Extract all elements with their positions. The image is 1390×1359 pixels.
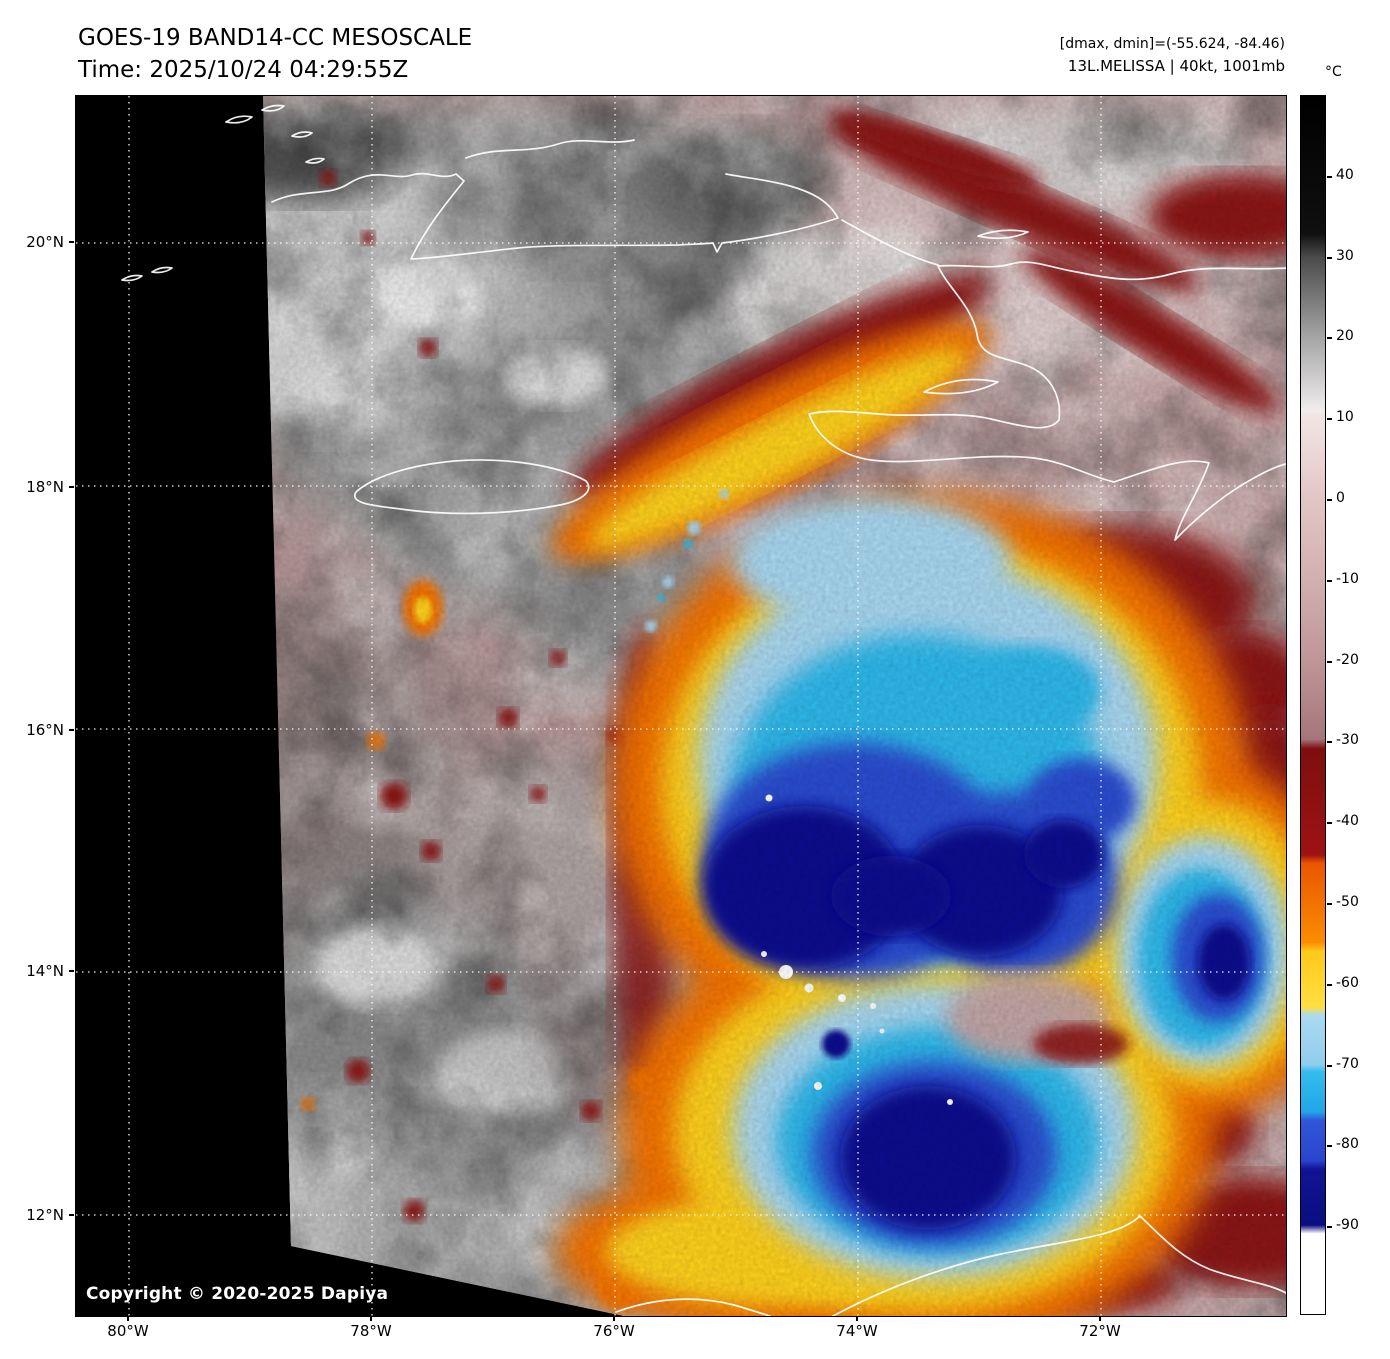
- lat-axis-tick: [69, 1214, 74, 1216]
- cbar-tick: [1327, 1145, 1332, 1147]
- lon-axis-tick: [1099, 1316, 1101, 1321]
- coastline-cayman-islands: [121, 266, 173, 282]
- coastline-jamaica: [353, 459, 590, 515]
- cbar-tick-label-neg-80: -80: [1336, 1136, 1359, 1152]
- cbar-tick: [1327, 337, 1332, 339]
- coastline-hispaniola: [808, 261, 1286, 541]
- cbar-tick: [1327, 903, 1332, 905]
- cbar-tick-label-20: 20: [1336, 328, 1354, 344]
- lon-tick-label-74w: 74°W: [836, 1322, 878, 1340]
- graticule-layer: [76, 96, 1286, 1316]
- cbar-tick-label-neg-20: -20: [1336, 652, 1359, 668]
- lon-tick-label-80w: 80°W: [107, 1322, 149, 1340]
- cbar-tick-label-neg-90: -90: [1336, 1217, 1359, 1233]
- storm-info: 13L.MELISSA | 40kt, 1001mb: [1067, 57, 1285, 75]
- coastline-guajira: [832, 1215, 1286, 1316]
- cbar-tick-label-neg-30: -30: [1336, 732, 1359, 748]
- cbar-tick: [1327, 741, 1332, 743]
- lat-tick-label-12n: 12°N: [26, 1206, 64, 1224]
- cbar-tick-label-40: 40: [1336, 167, 1354, 183]
- colorbar-gradient: [1300, 95, 1326, 1315]
- cbar-tick-label-neg-70: -70: [1336, 1056, 1359, 1072]
- lat-axis-tick: [69, 486, 74, 488]
- cbar-tick-label-10: 10: [1336, 409, 1354, 425]
- coastline-tortuga: [977, 229, 1029, 240]
- lat-axis-tick: [69, 970, 74, 972]
- cbar-tick: [1327, 257, 1332, 259]
- cbar-tick-label-neg-50: -50: [1336, 894, 1359, 910]
- cbar-tick-label-30: 30: [1336, 248, 1354, 264]
- coastline-gonave: [923, 378, 999, 395]
- cbar-tick: [1327, 176, 1332, 178]
- coastline-cuba-south: [271, 172, 839, 260]
- range-info: [dmax, dmin]=(-55.624, -84.46): [1059, 36, 1285, 52]
- lon-tick-label-78w: 78°W: [350, 1322, 392, 1340]
- lat-tick-label-14n: 14°N: [26, 962, 64, 980]
- cbar-tick-label-neg-60: -60: [1336, 975, 1359, 991]
- lon-tick-label-72w: 72°W: [1079, 1322, 1121, 1340]
- copyright-text: Copyright © 2020-2025 Dapiya: [86, 1284, 389, 1304]
- cbar-tick: [1327, 499, 1332, 501]
- product-title: GOES-19 BAND14-CC MESOSCALE: [78, 25, 473, 51]
- cbar-tick: [1327, 661, 1332, 663]
- cbar-tick: [1327, 1065, 1332, 1067]
- coastline-cays: [225, 104, 325, 164]
- cbar-tick: [1327, 580, 1332, 582]
- cbar-tick-label-neg-40: -40: [1336, 813, 1359, 829]
- satellite-imagery: [76, 96, 1286, 1316]
- lon-axis-tick: [613, 1316, 615, 1321]
- satellite-map: Copyright © 2020-2025 Dapiya: [75, 95, 1287, 1317]
- lat-axis-tick: [69, 729, 74, 731]
- lat-tick-label-18n: 18°N: [26, 478, 64, 496]
- coastline-colombia: [615, 1298, 771, 1316]
- product-time: Time: 2025/10/24 04:29:55Z: [78, 57, 409, 83]
- cbar-tick: [1327, 984, 1332, 986]
- lon-axis-tick: [127, 1316, 129, 1321]
- coastlines-layer: [121, 104, 1286, 1316]
- cbar-tick-label-0: 0: [1336, 490, 1345, 506]
- colorbar-unit-label: °C: [1325, 64, 1342, 80]
- lat-axis-tick: [69, 241, 74, 243]
- lon-axis-tick: [856, 1316, 858, 1321]
- lon-axis-tick: [370, 1316, 372, 1321]
- lat-tick-label-20n: 20°N: [26, 233, 64, 251]
- cbar-tick: [1327, 418, 1332, 420]
- lat-tick-label-16n: 16°N: [26, 721, 64, 739]
- lon-tick-label-76w: 76°W: [593, 1322, 635, 1340]
- cbar-tick-label-neg-10: -10: [1336, 571, 1359, 587]
- cbar-tick: [1327, 822, 1332, 824]
- cbar-tick: [1327, 1226, 1332, 1228]
- coastline-cuba-north: [465, 139, 635, 159]
- coastline-cuba-east: [841, 219, 939, 266]
